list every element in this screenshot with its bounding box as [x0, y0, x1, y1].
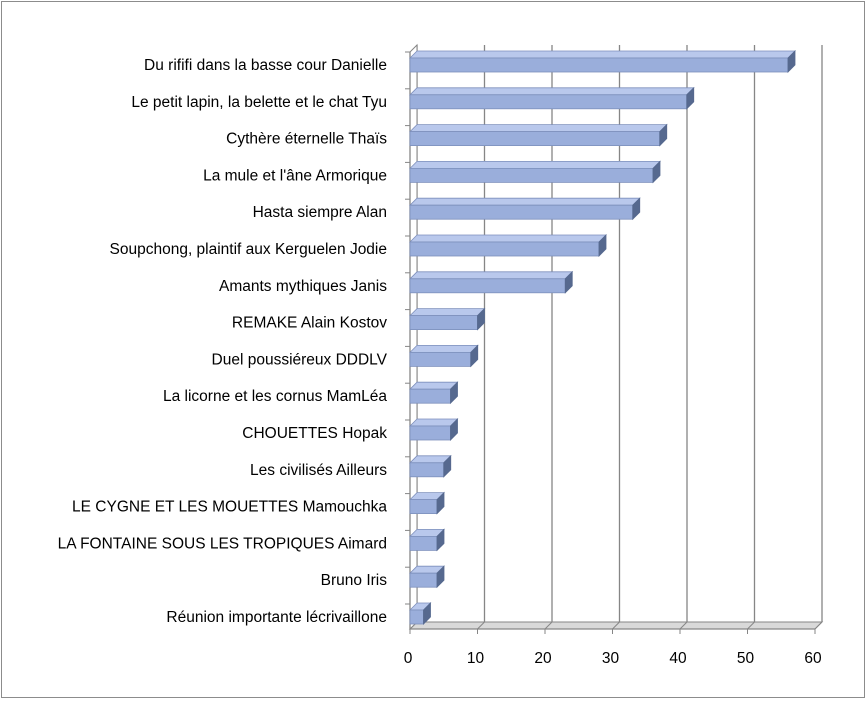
bar: [409, 565, 445, 589]
bar-face: [409, 425, 451, 441]
bar-face: [409, 241, 600, 257]
bar-side: [436, 565, 445, 589]
bar: [409, 602, 432, 625]
bar-face: [409, 204, 634, 220]
gridlines: [408, 45, 824, 630]
bar-top: [409, 50, 796, 59]
category-label: REMAKE Alain Kostov: [232, 315, 387, 332]
x-tick-label: 0: [404, 650, 413, 667]
category-label: LA FONTAINE SOUS LES TROPIQUES Aimard: [58, 535, 387, 552]
category-label: Les civilisés Ailleurs: [250, 462, 387, 479]
x-tick-label: 40: [669, 650, 687, 667]
category-label: La mule et l'âne Armorique: [203, 167, 387, 184]
bar: [409, 123, 668, 147]
category-label: Du rififi dans la basse cour Danielle: [144, 57, 387, 74]
x-tick-label: 10: [467, 650, 485, 667]
bar: [409, 528, 445, 552]
category-label: Cythère éternelle Thaïs: [226, 131, 387, 148]
bar-side: [632, 197, 641, 221]
bar-face: [409, 131, 661, 147]
bar-side: [598, 234, 607, 257]
bar-top: [409, 197, 641, 206]
bar: [409, 86, 695, 110]
category-label: LE CYGNE ET LES MOUETTES Mamouchka: [72, 499, 387, 516]
floor-gridline: [477, 621, 485, 630]
category-label: Le petit lapin, la belette et le chat Ty…: [131, 94, 387, 111]
bar-face: [409, 388, 451, 404]
bar-top: [409, 308, 486, 317]
bar-side: [450, 418, 458, 441]
bar-face: [409, 536, 438, 551]
bar-face: [409, 278, 566, 294]
bar-side: [423, 602, 431, 625]
bar-side: [477, 307, 485, 331]
bar-top: [409, 271, 574, 280]
bar: [409, 197, 641, 221]
bar-face: [409, 609, 424, 625]
category-label: Amants mythiques Janis: [219, 278, 387, 295]
bar: [409, 50, 796, 73]
bar: [409, 344, 479, 368]
bar: [409, 307, 486, 331]
bar-face: [409, 94, 688, 110]
bars: [409, 50, 796, 625]
category-label: Hasta siempre Alan: [253, 204, 387, 221]
bar-face: [409, 572, 438, 588]
bar-top: [409, 344, 479, 353]
bar-side: [787, 50, 796, 73]
bar-side: [686, 86, 695, 110]
bar: [409, 381, 459, 405]
bar: [409, 418, 459, 441]
bar-side: [436, 491, 445, 515]
bar: [409, 160, 661, 184]
bar-face: [409, 499, 438, 515]
category-label: Réunion importante lécrivaillone: [166, 609, 387, 626]
bar-side: [443, 454, 452, 478]
bar-top: [409, 160, 661, 169]
bar: [409, 270, 574, 294]
x-tick-label: 50: [737, 650, 755, 667]
category-labels: Du rififi dans la basse cour Danielle Le …: [58, 57, 388, 626]
bar-side: [450, 381, 458, 405]
category-label: Duel poussiéreux DDDLV: [212, 351, 388, 368]
bar-face: [409, 167, 654, 183]
bar: [409, 234, 607, 257]
floor-gridline: [679, 621, 688, 630]
bar: [409, 491, 445, 515]
category-label: Bruno Iris: [321, 572, 388, 589]
bar-top: [409, 381, 459, 390]
bar-side: [436, 528, 445, 552]
bar-face: [409, 315, 478, 331]
bar-face: [409, 462, 445, 478]
x-tick-labels: 0 10 20 30 40 50 60: [404, 650, 822, 667]
category-label: Soupchong, plaintif aux Kerguelen Jodie: [110, 241, 387, 258]
bar-side: [652, 160, 661, 184]
floor-gridline: [747, 621, 755, 630]
bar-face: [409, 57, 789, 73]
category-label: La licorne et les cornus MamLéa: [163, 388, 387, 405]
bar-top: [409, 87, 695, 96]
x-tick-label: 60: [804, 650, 822, 667]
floor-gridline: [814, 621, 823, 630]
bar-side: [564, 270, 573, 294]
bar-top: [409, 124, 668, 133]
x-tick-label: 20: [534, 650, 552, 667]
bar-face: [409, 351, 472, 367]
bar-top: [409, 418, 459, 427]
floor-gridline: [544, 621, 553, 630]
bar: [409, 454, 452, 478]
x-tick-label: 30: [602, 650, 620, 667]
bar-top: [409, 234, 607, 243]
floor-gridline: [612, 621, 620, 630]
bar-side: [659, 123, 668, 147]
category-label: CHOUETTES Hopak: [242, 425, 387, 442]
bar-side: [470, 344, 479, 368]
